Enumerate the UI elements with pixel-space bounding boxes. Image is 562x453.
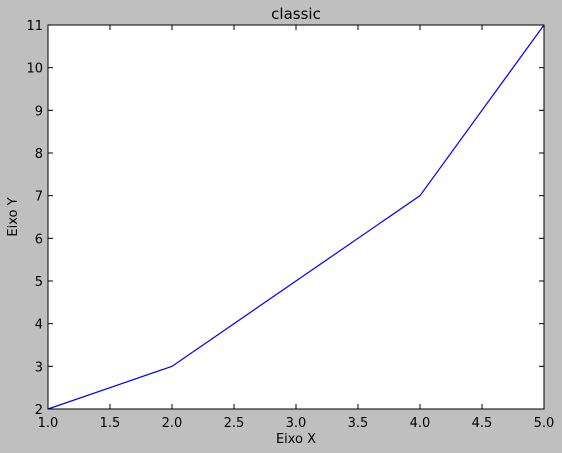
series-line bbox=[47, 24, 545, 410]
x-tick-label: 1.5 bbox=[100, 416, 121, 431]
y-tick-label: 11 bbox=[26, 19, 43, 34]
y-tick-label: 9 bbox=[35, 104, 43, 119]
y-tick-label: 2 bbox=[35, 403, 43, 418]
x-tick-label: 2.5 bbox=[224, 416, 245, 431]
y-axis-label: Eixo Y bbox=[6, 197, 21, 236]
plot-frame bbox=[47, 24, 545, 410]
y-tick-label: 5 bbox=[35, 275, 43, 290]
x-tick-label: 3.0 bbox=[286, 416, 307, 431]
y-tick-label: 8 bbox=[35, 147, 43, 162]
x-tick-label: 1.0 bbox=[38, 416, 59, 431]
x-tick-label: 3.5 bbox=[348, 416, 369, 431]
chart-title: classic bbox=[271, 5, 321, 23]
y-tick-label: 6 bbox=[35, 232, 43, 247]
y-tick-label: 4 bbox=[35, 318, 43, 333]
y-tick-label: 3 bbox=[35, 360, 43, 375]
series-group bbox=[47, 24, 545, 410]
x-tick-label: 4.0 bbox=[410, 416, 431, 431]
plot-area bbox=[48, 25, 544, 409]
x-tick-label: 2.0 bbox=[162, 416, 183, 431]
x-tick-label: 4.5 bbox=[472, 416, 493, 431]
x-axis-label: Eixo X bbox=[276, 432, 316, 447]
y-tick-label: 7 bbox=[35, 190, 43, 205]
tick-labels: 1.0 1.5 2.0 2.5 3.0 3.5 4.0 4.5 5.0 2 3 4 5 6 7 8 9 10 11 bbox=[26, 19, 554, 431]
y-tick-label: 10 bbox=[26, 62, 43, 77]
x-tick-label: 5.0 bbox=[534, 416, 555, 431]
